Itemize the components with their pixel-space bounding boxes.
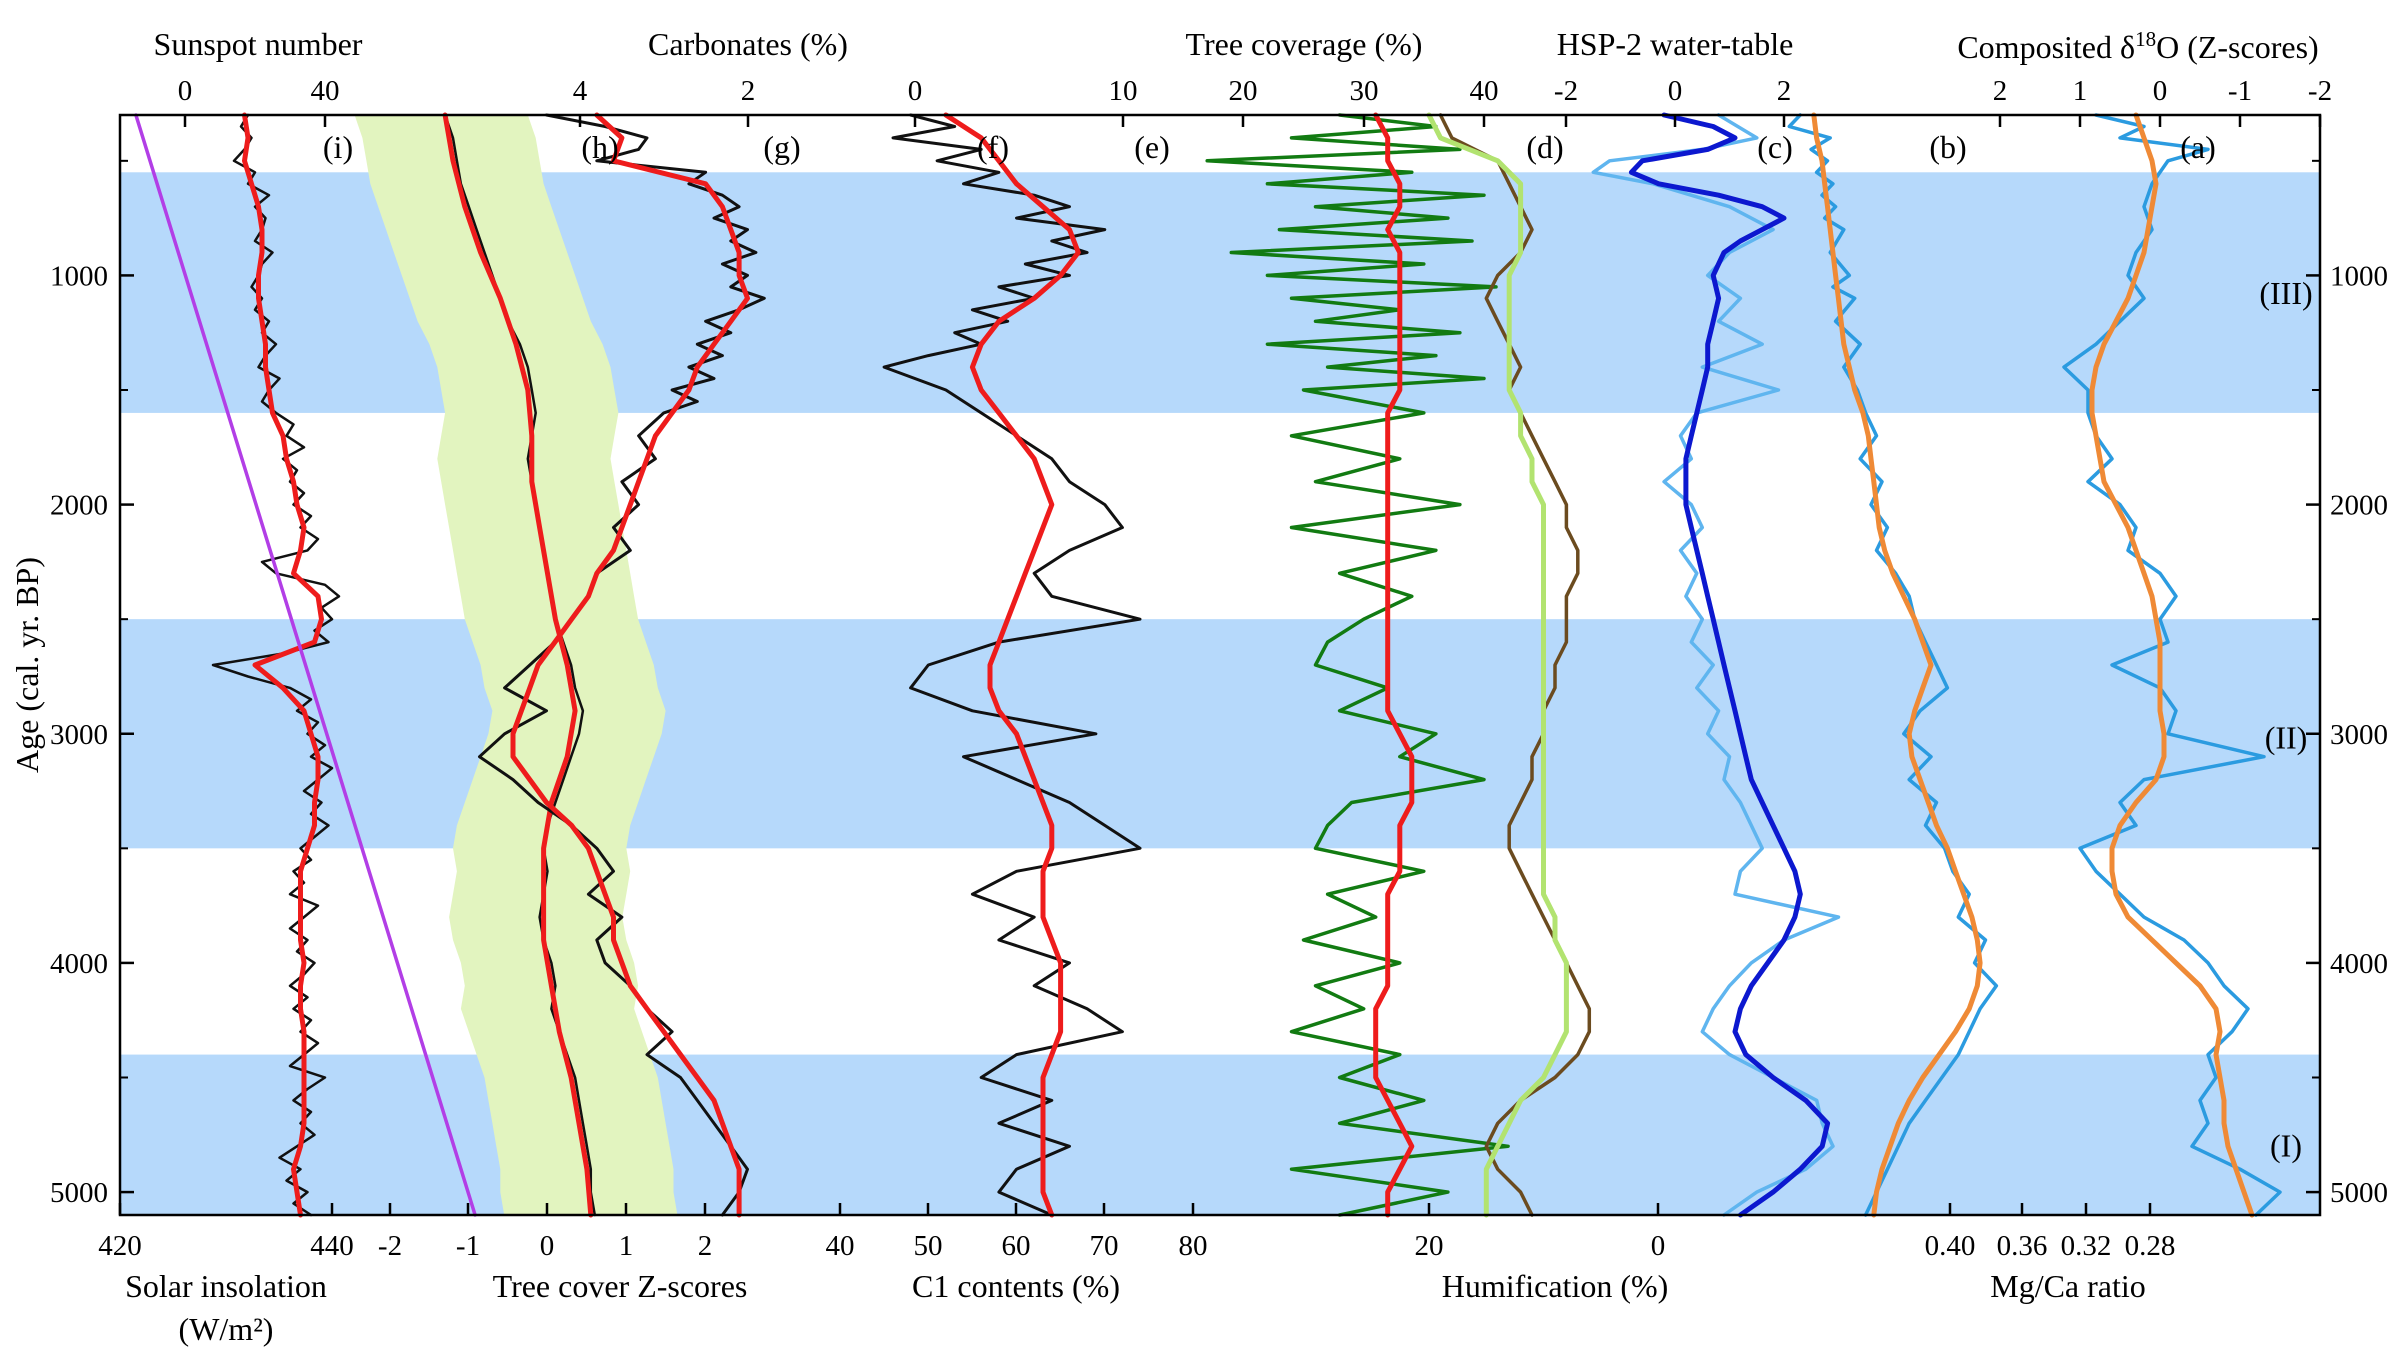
interval-band-2 <box>120 619 2320 849</box>
panel-label-9: (a) <box>2180 129 2216 165</box>
top-tick-label-2-2: 0 <box>908 75 923 107</box>
series-carbonates-smooth <box>510 112 750 1218</box>
age-tick-label-right-4000: 4000 <box>2330 948 2388 980</box>
bottom-tick-label-5-0: 0.40 <box>1925 1230 1976 1262</box>
age-tick-label-left-5000: 5000 <box>50 1177 108 1209</box>
bottom-tick-label-3-2: 60 <box>1002 1230 1031 1262</box>
series-tree-coverage-red <box>1373 112 1415 1218</box>
plot-frame <box>118 113 2322 1217</box>
bottom-tick-label-2-1: -1 <box>456 1230 480 1262</box>
series-mgca-cyan <box>1787 113 1999 1217</box>
top-tick-label-3-1: 20 <box>1229 75 1258 107</box>
top-axis-title-2: Carbonates (%) <box>648 26 848 62</box>
top-tick-label-5-1: 1 <box>2073 75 2088 107</box>
top-tick-label-3-3: 40 <box>1470 75 1499 107</box>
interval-label-3: (I) <box>2270 1127 2302 1163</box>
top-tick-label-2-0: 4 <box>573 75 588 107</box>
bottom-axis-title-4: Humification (%) <box>1442 1268 1669 1304</box>
top-tick-label-4-0: -2 <box>1554 75 1578 107</box>
bottom-tick-label-5-3: 0.28 <box>2125 1230 2176 1262</box>
top-tick-label-4-1: 0 <box>1668 75 1683 107</box>
top-tick-label-1-0: 0 <box>178 75 193 107</box>
top-axis-title-4: HSP-2 water-table <box>1557 26 1794 62</box>
bottom-tick-label-2-3: 1 <box>619 1230 634 1262</box>
bottom-tick-label-2-0: -2 <box>378 1230 402 1262</box>
series-mgca-orange <box>1811 112 1983 1218</box>
age-tick-label-right-1000: 1000 <box>2330 260 2388 292</box>
bottom-tick-label-1-0: 420 <box>98 1230 142 1262</box>
interval-label-2: (II) <box>2265 719 2308 755</box>
panel-label-2: (h) <box>581 129 618 165</box>
age-axis-title-group: Age (cal. yr. BP) <box>9 557 45 773</box>
age-tick-label-left-1000: 1000 <box>50 260 108 292</box>
series-c1-smooth <box>943 112 1081 1218</box>
panel-label-3: (g) <box>763 129 800 165</box>
series-sunspot-smooth <box>242 112 324 1218</box>
panel-label-1: (i) <box>323 129 353 165</box>
series-humification-lightgreen <box>1426 112 1569 1218</box>
top-tick-label-5-0: 2 <box>1993 75 2008 107</box>
bottom-tick-label-5-1: 0.36 <box>1997 1230 2048 1262</box>
bottom-tick-label-3-1: 50 <box>914 1230 943 1262</box>
age-tick-label-right-5000: 5000 <box>2330 1177 2388 1209</box>
bottom-axis-title-2: Tree cover Z-scores <box>493 1268 748 1304</box>
delta-title-end: O (Z-scores) <box>2156 29 2319 65</box>
top-axis-title-5: Composited δ18O (Z-scores) <box>1957 27 2318 65</box>
bottom-axis-title-3: C1 contents (%) <box>912 1268 1120 1304</box>
top-axis-title-3: Tree coverage (%) <box>1186 26 1423 62</box>
top-tick-label-3-0: 10 <box>1109 75 1138 107</box>
series-solar-insolation <box>134 113 477 1217</box>
top-tick-label-5-2: 0 <box>2153 75 2168 107</box>
top-tick-label-4-2: 2 <box>1777 75 1792 107</box>
top-tick-label-3-2: 30 <box>1350 75 1379 107</box>
age-tick-label-left-2000: 2000 <box>50 490 108 522</box>
panel-label-7: (c) <box>1757 129 1793 165</box>
age-tick-label-right-2000: 2000 <box>2330 490 2388 522</box>
bottom-tick-label-3-4: 80 <box>1179 1230 1208 1262</box>
panel-label-8: (b) <box>1929 129 1966 165</box>
top-tick-label-5-3: -1 <box>2228 75 2252 107</box>
top-tick-label-5-4: -2 <box>2308 75 2332 107</box>
delta-title-main: Composited δ <box>1957 29 2135 65</box>
series-humification-brown <box>1438 113 1592 1217</box>
age-axis: 1000 1000 2000 2000 3000 3000 4000 4000 5000 5000 <box>50 159 2388 1209</box>
age-tick-label-left-3000: 3000 <box>50 719 108 751</box>
bottom-tick-label-1-1: 440 <box>310 1230 354 1262</box>
bottom-axis-title-5: Mg/Ca ratio <box>1990 1268 2146 1304</box>
delta-title-superscript: 18 <box>2135 27 2156 51</box>
series-lines <box>134 112 2282 1218</box>
bottom-axis-title-1: Solar insolation <box>125 1268 327 1304</box>
bottom-tick-label-4-1: 0 <box>1651 1230 1666 1262</box>
age-axis-title: Age (cal. yr. BP) <box>9 557 45 773</box>
series-tree-coverage-green <box>1205 113 1510 1217</box>
top-tick-label-1-1: 40 <box>311 75 340 107</box>
panel-label-4: (f) <box>977 129 1009 165</box>
age-tick-label-right-3000: 3000 <box>2330 719 2388 751</box>
series-water-table-dark <box>1628 112 1831 1218</box>
series-tree-cover-z-smooth <box>442 112 594 1218</box>
bottom-tick-label-5-2: 0.32 <box>2061 1230 2112 1262</box>
panel-labels: (i) (h) (g) (f) (e) (d) (c) (b) (a) <box>323 129 2216 165</box>
bottom-tick-label-2-2: 0 <box>540 1230 555 1262</box>
top-tick-label-2-1: 2 <box>741 75 756 107</box>
bottom-tick-label-2-4: 2 <box>698 1230 713 1262</box>
series-c1-raw <box>882 113 1142 1217</box>
series-d18o-orange <box>2089 112 2255 1218</box>
bottom-tick-label-3-3: 70 <box>1090 1230 1119 1262</box>
bottom-axes: Solar insolation (W/m²) 420 440 Tree cover Z… <box>98 1203 2175 1347</box>
top-axis-title-1: Sunspot number <box>154 26 363 62</box>
interval-label-1: (III) <box>2259 275 2312 311</box>
panel-label-6: (d) <box>1526 129 1563 165</box>
age-tick-label-left-4000: 4000 <box>50 948 108 980</box>
bottom-axis-title-unit-1: (W/m²) <box>179 1311 274 1347</box>
bottom-tick-label-4-0: 20 <box>1415 1230 1444 1262</box>
bottom-tick-label-3-0: 40 <box>826 1230 855 1262</box>
series-sunspot-raw <box>211 113 341 1217</box>
panel-label-5: (e) <box>1134 129 1170 165</box>
interval-labels: (III) (II) (I) <box>2259 275 2312 1164</box>
